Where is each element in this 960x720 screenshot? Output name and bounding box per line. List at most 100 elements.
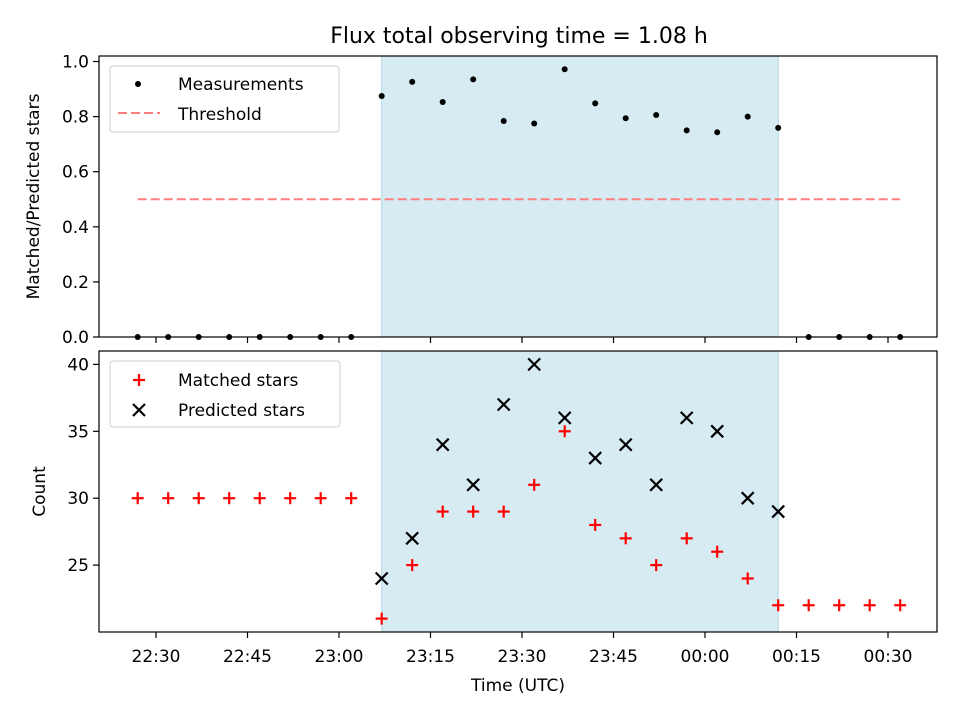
predicted-star-point — [710, 424, 724, 439]
measurement-point — [470, 76, 477, 83]
matched-star-point — [131, 492, 144, 505]
matched-star-point — [223, 492, 236, 505]
predicted-star-point — [557, 411, 572, 425]
predicted-star-point — [679, 411, 694, 425]
legend-x-marker — [132, 403, 146, 417]
predicted-star-point — [466, 478, 480, 492]
x-tick-label: 23:00 — [315, 647, 364, 667]
top-legend: Measurements Threshold — [109, 65, 340, 133]
legend-label-measurements: Measurements — [178, 75, 304, 95]
predicted-star-point — [740, 491, 755, 505]
x-tick-label: 00:30 — [864, 647, 913, 667]
legend-label-threshold: Threshold — [177, 105, 262, 125]
x-tick-label: 00:00 — [681, 647, 730, 667]
bottom-legend: Matched stars Predicted stars — [109, 360, 341, 428]
predicted-star-point — [527, 357, 541, 372]
matched-stars-points — [131, 425, 907, 625]
matched-star-point — [863, 599, 876, 612]
bottom-panel: 25 30 35 40 22:30 22:45 23:00 23:15 23:30 23:45 0… — [30, 350, 938, 696]
predicted-star-point — [435, 437, 450, 452]
top-y-ticks: 0.0 0.2 0.4 0.6 0.8 1.0 — [62, 53, 99, 348]
top-axes-frame — [98, 55, 938, 338]
predicted-star-point — [618, 437, 633, 452]
bottom-legend-box — [109, 360, 341, 428]
x-tick-label: 00:15 — [772, 647, 821, 667]
measurement-point — [622, 115, 629, 122]
bottom-highlight-span — [381, 350, 779, 633]
matched-star-point — [497, 505, 510, 518]
matched-star-point — [162, 492, 175, 505]
top-x-ticks — [155, 337, 889, 343]
predicted-star-point — [588, 451, 602, 465]
x-axis-label: Time (UTC) — [470, 676, 565, 696]
predicted-star-point — [405, 531, 419, 546]
y-tick-label: 1.0 — [62, 53, 89, 73]
predicted-stars-points — [374, 357, 785, 586]
matched-star-point — [802, 599, 815, 612]
bottom-axes-frame — [98, 350, 938, 633]
matched-star-point — [833, 599, 846, 612]
chart-title: Flux total observing time = 1.08 h — [330, 24, 708, 49]
x-tick-label: 23:15 — [406, 647, 455, 667]
y-tick-label: 0.2 — [62, 273, 89, 293]
legend-marker-matched-stars — [133, 374, 145, 386]
bottom-y-ticks: 25 30 35 40 — [67, 355, 99, 576]
measurement-point — [744, 113, 751, 120]
x-tick-label: 23:45 — [589, 647, 638, 667]
matched-star-point — [436, 505, 449, 518]
matched-star-point — [894, 599, 907, 612]
matched-star-point — [711, 545, 724, 558]
matched-star-point — [528, 478, 541, 491]
measurement-point — [683, 127, 690, 134]
x-tick-label: 22:30 — [132, 647, 181, 667]
predicted-star-point — [649, 478, 663, 492]
legend-marker-predicted-stars — [132, 403, 146, 417]
measurement-point — [409, 78, 416, 85]
predicted-star-point — [374, 571, 389, 586]
x-tick-label: 22:45 — [223, 647, 272, 667]
matched-star-point — [345, 492, 358, 505]
matched-star-point — [680, 532, 693, 545]
legend-marker-measurements — [135, 81, 141, 87]
measurement-point — [592, 100, 599, 107]
matched-star-point — [284, 492, 297, 505]
matched-star-point — [375, 612, 388, 625]
top-highlight-span — [381, 55, 779, 338]
matched-star-point — [772, 599, 785, 612]
measurement-point — [775, 124, 782, 131]
matched-star-point — [314, 492, 327, 505]
matched-star-point — [619, 532, 632, 545]
y-tick-label: 0.6 — [62, 163, 89, 183]
predicted-star-point — [496, 397, 511, 412]
legend-label-matched-stars: Matched stars — [178, 371, 298, 391]
measurement-point — [714, 129, 721, 136]
top-legend-box — [109, 65, 340, 133]
measurement-point — [500, 118, 507, 125]
matched-star-point — [589, 518, 602, 531]
y-tick-label: 25 — [67, 556, 89, 576]
matched-star-point — [192, 492, 205, 505]
y-tick-label: 0.8 — [62, 108, 89, 128]
y-tick-label: 30 — [67, 489, 89, 509]
matched-star-point — [406, 559, 419, 572]
measurement-point — [561, 66, 568, 73]
measurement-point — [531, 120, 538, 127]
y-tick-label: 40 — [67, 355, 89, 375]
matched-star-point — [650, 559, 663, 572]
y-tick-label: 0.4 — [62, 218, 89, 238]
measurement-point — [653, 111, 660, 118]
x-tick-label: 23:30 — [498, 647, 547, 667]
bottom-y-axis-label: Count — [30, 466, 50, 517]
matched-star-point — [741, 572, 754, 585]
bottom-x-ticks: 22:30 22:45 23:00 23:15 23:30 23:45 00:00 00:15… — [132, 632, 913, 667]
y-tick-label: 35 — [67, 422, 89, 442]
y-tick-label: 0.0 — [62, 328, 89, 348]
top-y-axis-label: Matched/Predicted stars — [24, 93, 44, 299]
measurement-point — [378, 92, 385, 99]
measurement-point — [439, 99, 446, 106]
matched-star-point — [253, 492, 266, 505]
legend-plus-marker — [133, 374, 145, 386]
legend-label-predicted-stars: Predicted stars — [178, 401, 305, 421]
top-panel: 0.0 0.2 0.4 0.6 0.8 1.0 Matched/Predicted sta… — [24, 53, 938, 348]
